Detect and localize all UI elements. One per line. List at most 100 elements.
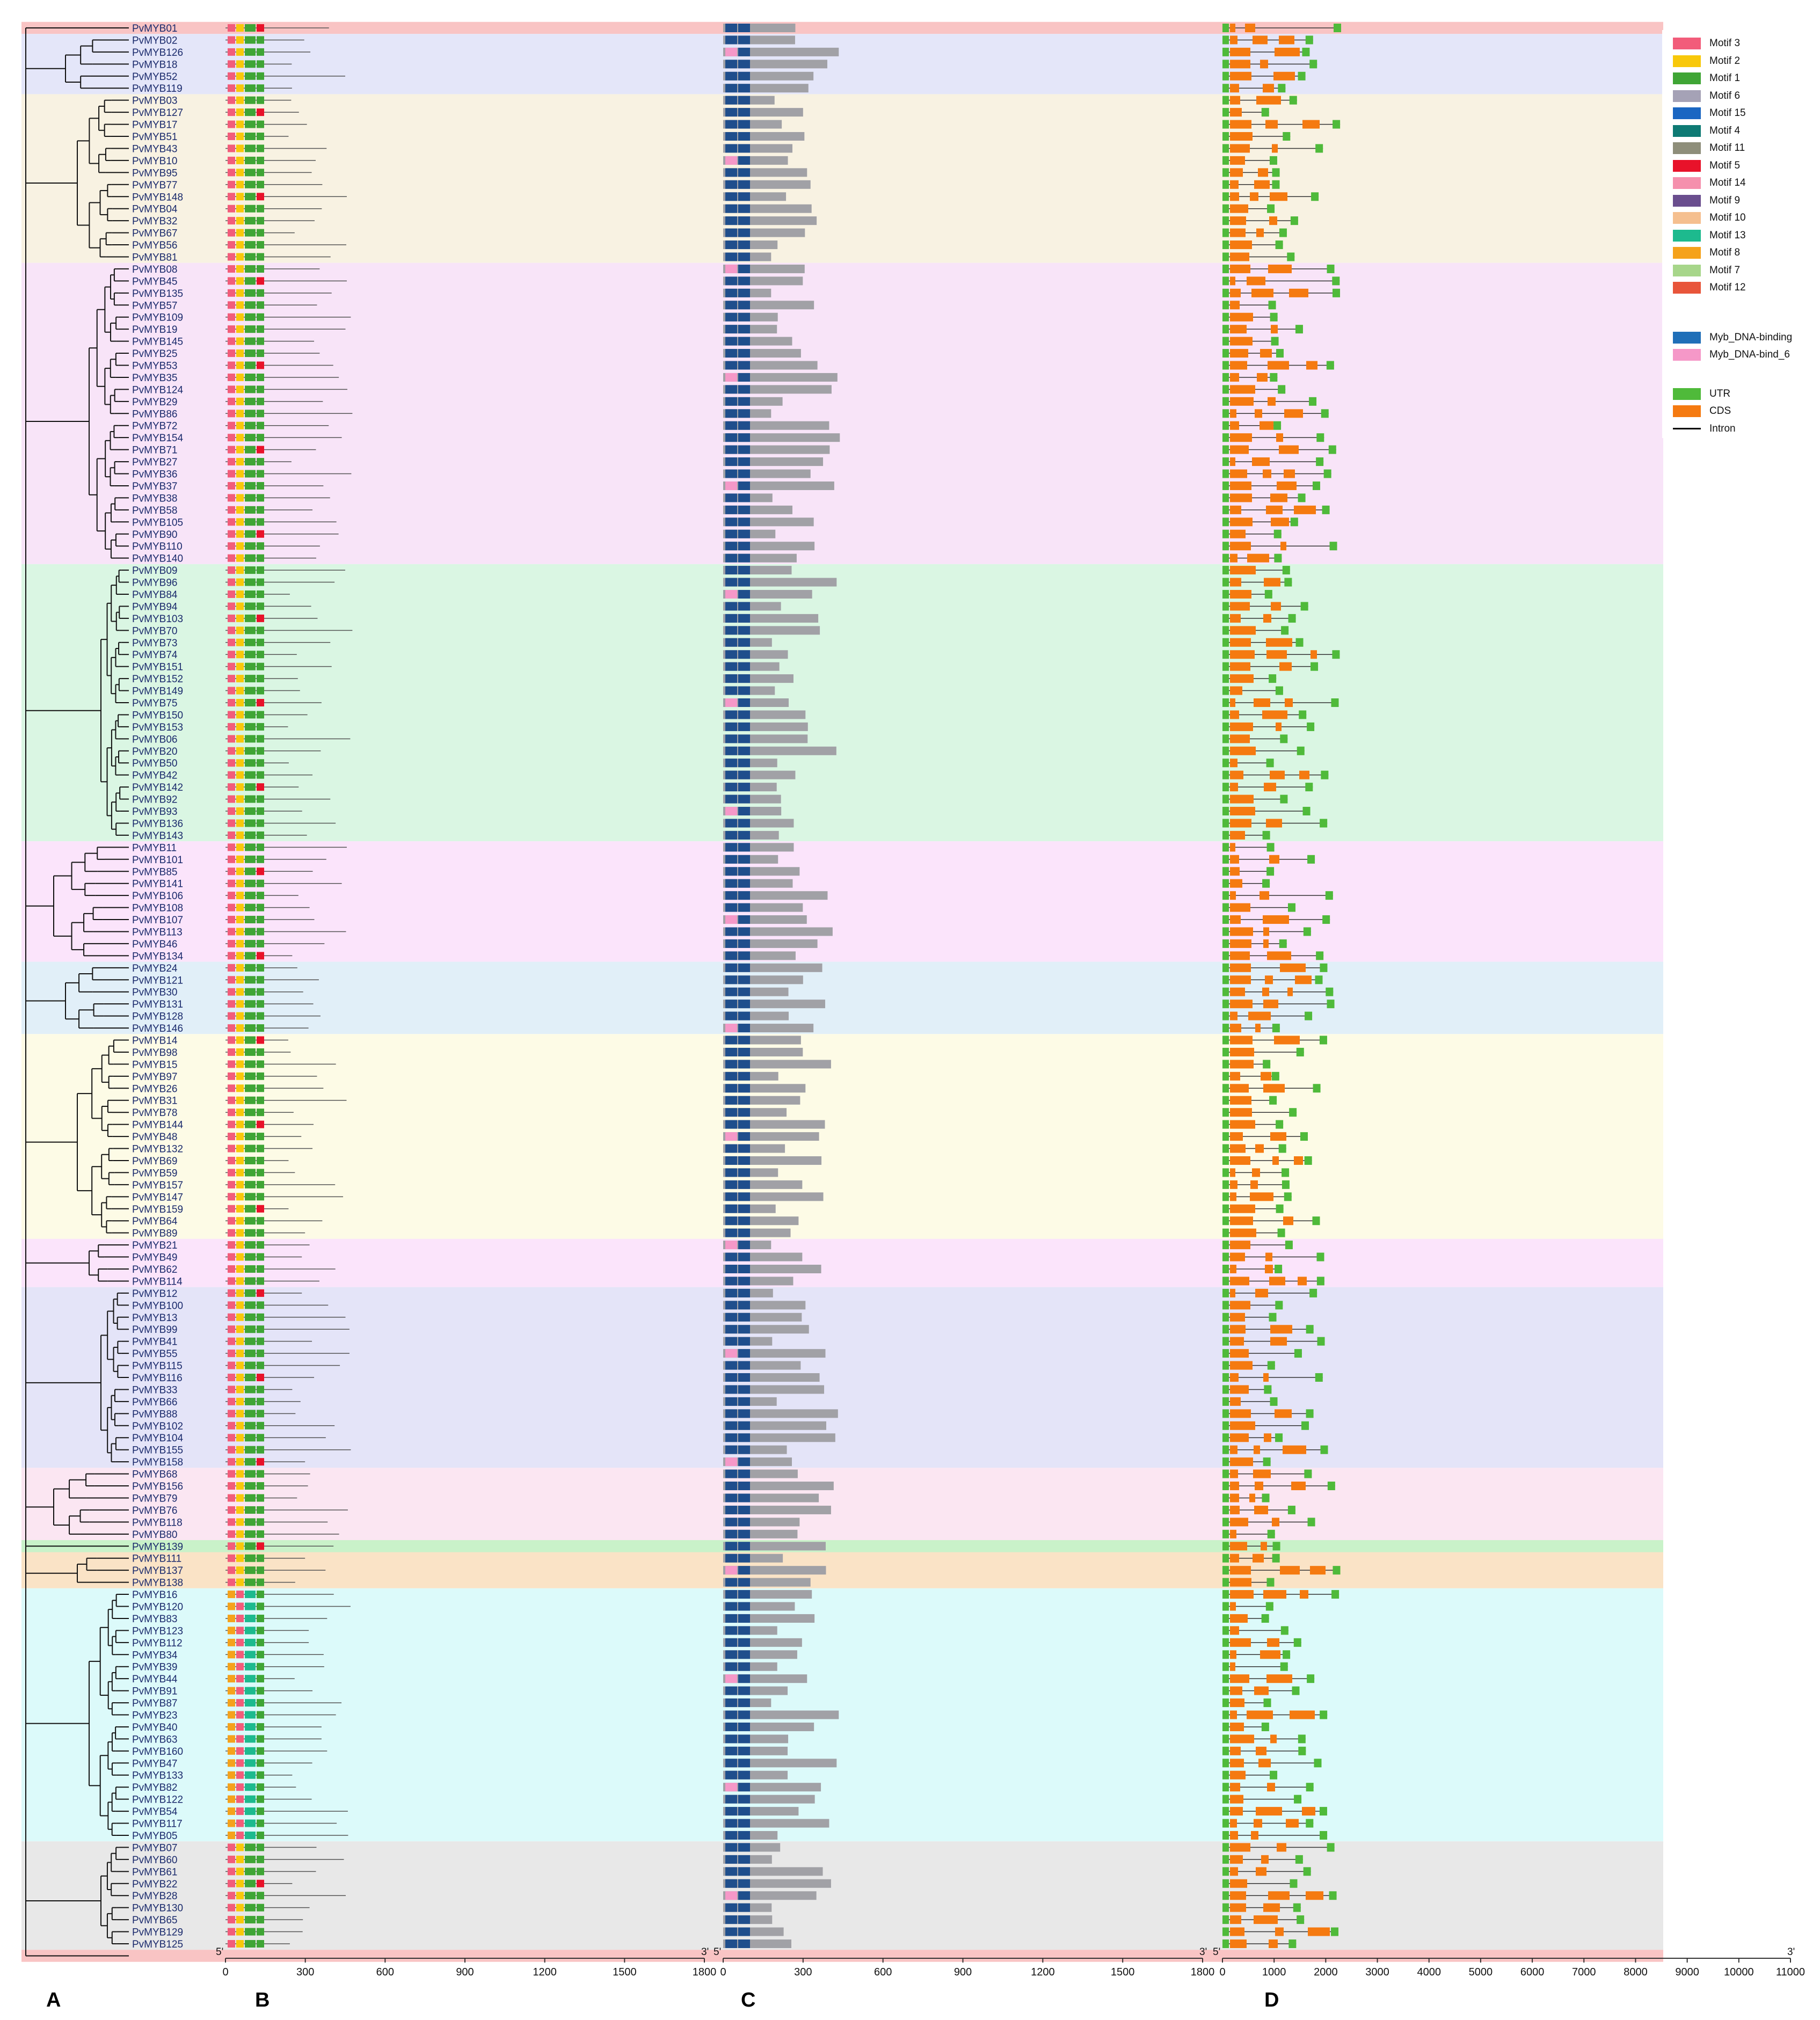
motif-box [228,1109,235,1117]
motif-box [257,988,264,996]
motif-box [257,385,264,393]
motif-box [228,855,235,863]
domain-box [725,686,737,695]
domain-box [738,1602,750,1611]
cds-box [1230,698,1235,708]
motif-box [257,1421,264,1430]
motif-box [257,1687,264,1695]
cds-box [1230,312,1253,322]
domain-box [725,1000,737,1009]
domain-box [738,1120,750,1129]
utr-box [1222,216,1229,225]
domain-box [738,1638,750,1647]
cds-box [1280,542,1286,551]
gene-label: PvMYB81 [132,252,177,263]
axis-b-tick-label: 600 [376,1966,394,1978]
cds-box [1230,542,1251,551]
motif-box [228,735,235,743]
axis-d-tick-label: 0 [1219,1966,1225,1978]
utr-box [1222,807,1229,816]
motif-box [236,976,244,984]
utr-box [1333,1566,1341,1575]
utr-box [1222,1011,1229,1020]
domain-box [738,1204,750,1213]
domain-box [725,578,737,587]
utr-box [1306,1783,1314,1792]
cds-box [1230,47,1250,56]
utr-box [1222,1855,1229,1864]
utr-box [1288,903,1296,912]
utr-box [1275,1301,1283,1310]
motif-box [245,675,256,683]
cds-box [1230,1252,1245,1261]
cds-box [1230,867,1240,876]
cds-box [1230,301,1240,310]
gene-label: PvMYB99 [132,1324,177,1336]
gene-label: PvMYB60 [132,1855,177,1866]
domain-box [738,891,750,900]
motif-box [257,542,264,550]
motif-box [257,373,264,381]
utr-box [1272,1024,1280,1033]
motif-box [236,193,244,201]
motif-box [257,1397,264,1405]
cds-box [1250,1180,1258,1189]
cds-box [1250,192,1258,201]
motif-box [257,1904,264,1912]
motif-box [257,458,264,466]
motif-box [236,1638,244,1646]
domain-box [738,1216,750,1226]
cds-box [1273,71,1295,81]
cds-box [1261,1855,1269,1864]
motif-box [236,1651,244,1659]
gene-label: PvMYB143 [132,830,183,842]
motif-box [245,1928,256,1936]
motif-box [228,1156,235,1164]
cds-box [1283,1445,1306,1454]
utr-box [1331,1927,1339,1936]
cds-box [1230,120,1251,129]
motif-box [245,903,256,911]
motif-box [228,349,235,358]
motif-box [228,1578,235,1586]
motif-box [228,1193,235,1201]
cds-box [1230,939,1251,948]
cds-box [1230,192,1239,201]
motif-box [245,687,256,695]
cds-box [1230,1457,1253,1467]
domain-box [725,1469,737,1478]
gene-label: PvMYB17 [132,120,177,131]
motif-box [236,1205,244,1213]
utr-box [1297,746,1305,755]
motif-box [236,1144,244,1153]
legend-item-motif: Motif 5 [1673,159,1740,173]
cds-box [1230,397,1254,406]
domain-box [738,132,750,141]
gene-label: PvMYB30 [132,987,177,998]
motif-box [236,1421,244,1430]
cds-box [1230,734,1250,743]
utr-box [1274,553,1282,563]
motif-box [228,1759,235,1767]
domain-box [725,542,737,551]
cds-box [1280,963,1306,972]
gene-label: PvMYB98 [132,1047,177,1059]
utr-box [1222,1337,1229,1346]
motif-box [245,662,256,670]
utr-box [1270,1770,1278,1780]
motif-box [236,1374,244,1382]
utr-box [1276,349,1284,358]
utr-box [1222,1047,1229,1056]
motif-box [245,1759,256,1767]
motif-box [228,1723,235,1731]
gene-label: PvMYB57 [132,300,177,311]
domain-box [725,276,737,286]
motif-box [236,72,244,80]
motif-box [228,1638,235,1646]
motif-box [228,265,235,273]
utr-box [1321,770,1329,779]
motif-box [245,1156,256,1164]
legend-label: Motif 14 [1709,177,1746,188]
motif-box [245,144,256,152]
motif-box [228,506,235,514]
